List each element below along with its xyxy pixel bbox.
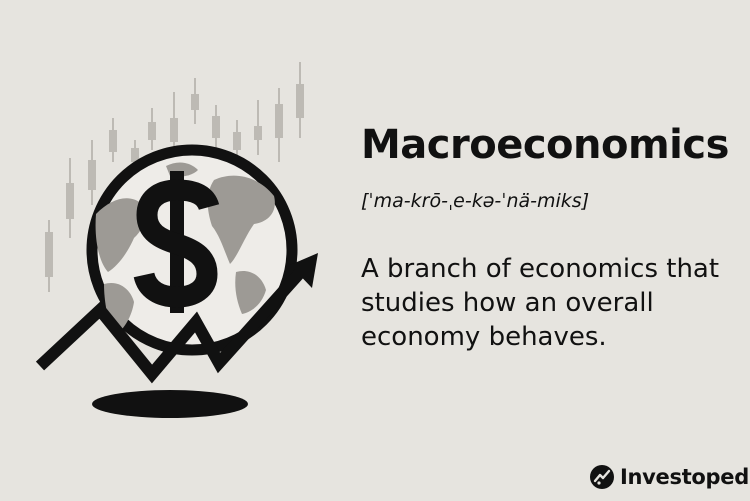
term-definition: A branch of economics that studies how a… bbox=[361, 254, 720, 352]
trend-arrow-icon bbox=[35, 253, 318, 384]
investopedia-logo-icon bbox=[590, 465, 614, 489]
candlestick-chart-icon bbox=[45, 62, 304, 292]
brand-name: Investopedia bbox=[620, 465, 750, 489]
ground-shadow bbox=[92, 390, 248, 418]
term-pronunciation: [ˈma-krō-ˌe-kə-ˈnä-miks] bbox=[361, 190, 590, 212]
brand-logo[interactable]: Investopedia bbox=[590, 462, 750, 492]
macroeconomics-illustration bbox=[35, 62, 318, 418]
term-title: Macroeconomics bbox=[361, 122, 729, 168]
dollar-sign-icon bbox=[133, 171, 220, 313]
